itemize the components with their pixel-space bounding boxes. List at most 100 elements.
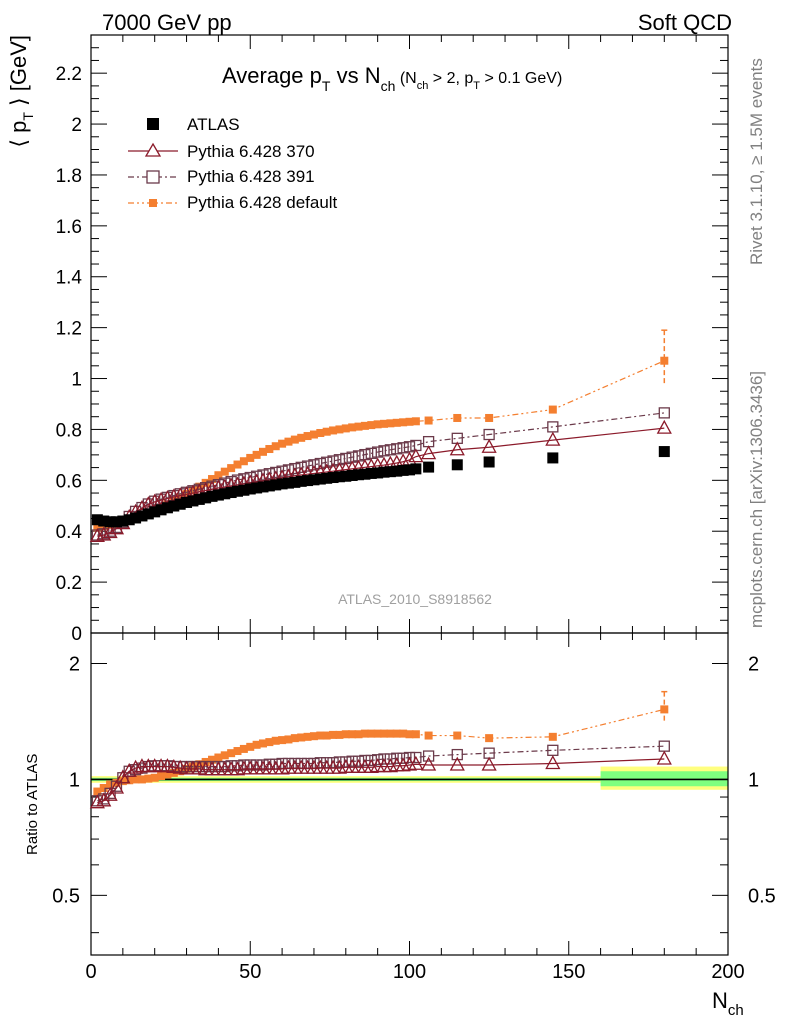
data-point-atlas	[263, 480, 275, 492]
data-point-default	[405, 417, 414, 426]
legend-label-default: Pythia 6.428 default	[187, 193, 338, 212]
ratio-point-default	[252, 740, 261, 749]
ratio-point-default	[220, 751, 229, 760]
data-point-atlas	[110, 516, 122, 528]
data-point-default	[239, 457, 248, 466]
data-point-atlas	[391, 465, 403, 477]
data-point-default	[360, 421, 369, 430]
legend-entry-pythia-391: Pythia 6.428 391	[128, 167, 315, 186]
ratio-point-370	[481, 756, 497, 771]
data-point-391	[391, 443, 403, 455]
ratio-point-default	[367, 729, 376, 738]
ratio-point-391	[451, 748, 463, 761]
ratio-point-default	[322, 731, 331, 740]
ratio-point-370	[449, 756, 465, 771]
ratio-point-default	[485, 734, 494, 743]
ratio-point-370	[102, 786, 118, 801]
data-point-default	[290, 435, 299, 444]
data-point-atlas	[321, 472, 333, 484]
ratio-point-default	[309, 732, 318, 741]
ratio-x-ticks: 0 50 100 150 200	[85, 633, 745, 983]
ratio-panel-frame	[90, 632, 729, 956]
data-point-atlas	[123, 514, 135, 526]
ratio-y-tick-label-right: 2	[748, 653, 759, 675]
data-point-default	[176, 493, 185, 502]
data-point-atlas	[244, 483, 256, 495]
ratio-point-default	[208, 755, 217, 764]
ratio-point-default	[265, 738, 274, 747]
ratio-point-default	[392, 729, 401, 738]
data-point-atlas	[212, 489, 224, 501]
data-point-default	[548, 405, 557, 414]
data-point-atlas	[155, 504, 167, 516]
data-point-atlas	[295, 475, 307, 487]
data-point-391	[378, 445, 390, 457]
x-tick-label: 100	[393, 961, 426, 983]
legend-label-391: Pythia 6.428 391	[187, 167, 315, 186]
data-point-atlas	[547, 452, 559, 464]
data-point-default	[214, 471, 223, 480]
ratio-band	[91, 766, 728, 790]
data-point-default	[246, 453, 255, 462]
data-point-atlas	[161, 502, 173, 514]
ratio-point-default	[258, 739, 267, 748]
y-tick-label: 1.8	[56, 166, 82, 187]
legend-label-atlas: ATLAS	[187, 115, 240, 134]
ratio-point-391	[410, 751, 422, 764]
ratio-point-default	[290, 734, 299, 743]
data-point-atlas	[130, 512, 142, 524]
data-point-391	[327, 455, 339, 467]
main-panel: 0 0.2 0.4 0.6 0.8 1 1.2 1.4 1.6 1.8 2 2.2 Average p…	[6, 34, 729, 645]
ratio-point-default	[329, 730, 338, 739]
data-point-atlas	[410, 463, 422, 475]
ratio-point-default	[399, 729, 408, 738]
y-tick-label: 0.8	[56, 420, 82, 441]
ratio-point-default	[548, 732, 557, 741]
data-point-atlas	[142, 508, 154, 520]
data-point-391	[308, 459, 320, 471]
x-tick-label: 150	[552, 961, 585, 983]
y-tick-label: 0.4	[56, 522, 83, 543]
ratio-series	[89, 690, 672, 809]
ratio-point-default	[118, 777, 127, 786]
ratio-point-391	[378, 753, 390, 765]
ratio-point-default	[271, 736, 280, 745]
data-point-default	[316, 428, 325, 437]
ratio-point-391	[365, 754, 377, 767]
legend-label-370: Pythia 6.428 370	[187, 142, 315, 161]
data-point-391	[397, 442, 409, 454]
legend-marker-370	[144, 142, 162, 157]
data-point-default	[265, 445, 274, 454]
data-point-atlas	[136, 510, 148, 522]
data-point-default	[411, 417, 420, 426]
ratio-point-391	[391, 752, 403, 764]
ratio-point-370	[421, 756, 437, 771]
data-point-default	[258, 447, 267, 456]
ratio-y-tick-label: 1	[69, 769, 80, 791]
data-point-atlas	[149, 506, 161, 518]
data-point-atlas	[423, 461, 435, 473]
data-point-atlas	[117, 515, 129, 527]
legend-entry-atlas: ATLAS	[147, 115, 240, 134]
x-tick-label: 200	[711, 961, 744, 983]
data-point-default	[453, 413, 462, 422]
data-point-atlas	[104, 516, 116, 528]
ratio-point-391	[403, 751, 416, 764]
data-point-atlas	[270, 479, 282, 491]
data-point-default	[303, 432, 312, 441]
ratio-point-default	[297, 733, 306, 742]
y-tick-label: 2	[71, 115, 82, 136]
y-tick-label: 2.2	[56, 64, 82, 85]
ratio-point-default	[453, 731, 462, 740]
data-point-default	[341, 424, 350, 433]
data-point-default	[399, 418, 408, 427]
data-point-370	[89, 527, 105, 542]
data-point-default	[348, 423, 357, 432]
main-series	[89, 329, 672, 542]
data-point-atlas	[314, 473, 326, 485]
ratio-point-391	[384, 753, 397, 765]
data-point-default	[392, 418, 401, 427]
y-tick-label: 0	[71, 624, 82, 645]
ratio-point-default	[380, 729, 389, 738]
